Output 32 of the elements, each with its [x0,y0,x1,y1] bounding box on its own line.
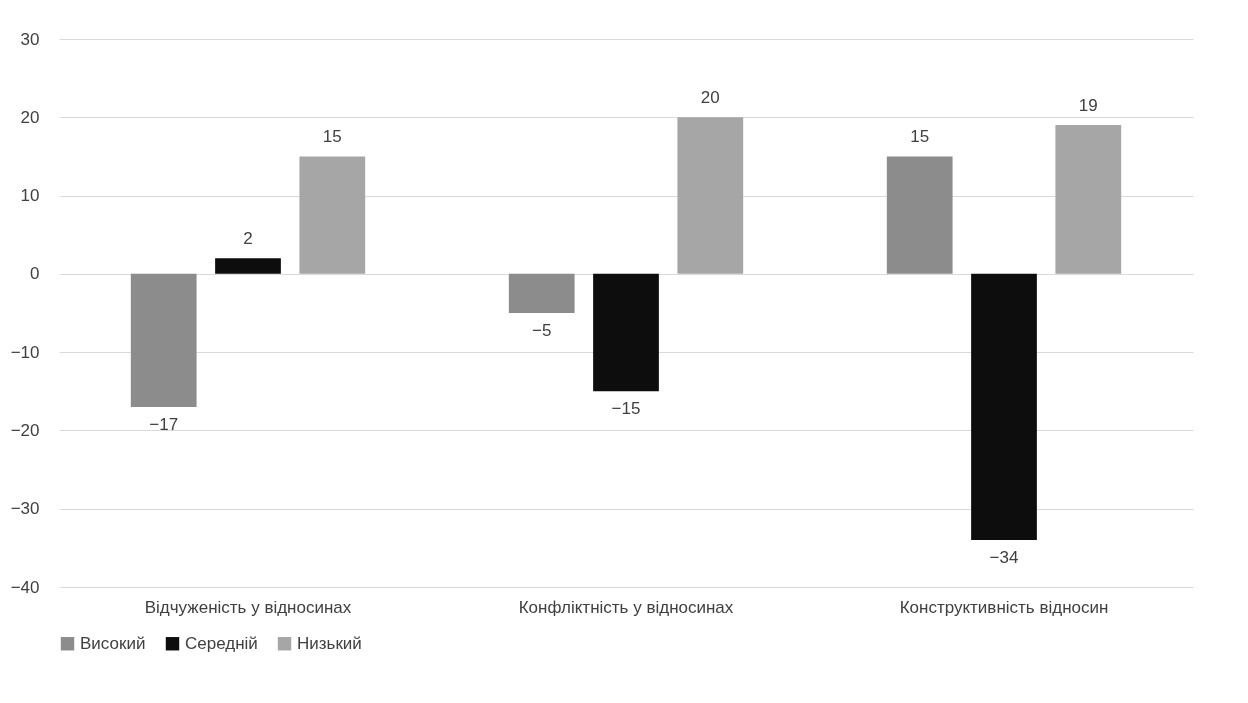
bar [215,258,281,274]
legend-label: Низький [297,633,362,653]
data-label: 19 [1078,96,1098,116]
bar [971,273,1037,541]
bar [130,273,197,407]
y-tick-label: −20 [10,420,40,440]
data-label: −15 [611,399,641,419]
bar [886,156,953,274]
data-label: −34 [989,548,1019,568]
data-label: 20 [700,88,720,108]
bar [677,117,744,274]
y-tick-label: 30 [20,29,40,49]
y-tick-label: −10 [10,342,40,362]
data-label: 15 [322,127,342,147]
bar [299,156,366,274]
y-tick-label: 20 [20,107,40,127]
x-tick-label: Конструктивність відносин [899,597,1109,617]
data-label: 15 [910,127,930,147]
bar [508,273,575,313]
y-tick-label: 10 [20,186,40,206]
bar [1055,125,1122,274]
data-label: 2 [243,229,253,249]
x-tick-label: Відчуженість у відносинах [144,597,352,617]
bar [593,273,659,392]
data-label: −5 [532,321,552,340]
legend-label: Високий [80,633,146,653]
y-tick-label: 0 [30,264,40,284]
x-tick-label: Конфліктність у відносинах [518,597,734,617]
legend-label: Середній [185,633,258,653]
data-label: −17 [149,414,179,434]
y-tick-label: −40 [10,577,40,597]
y-tick-label: −30 [10,499,40,519]
